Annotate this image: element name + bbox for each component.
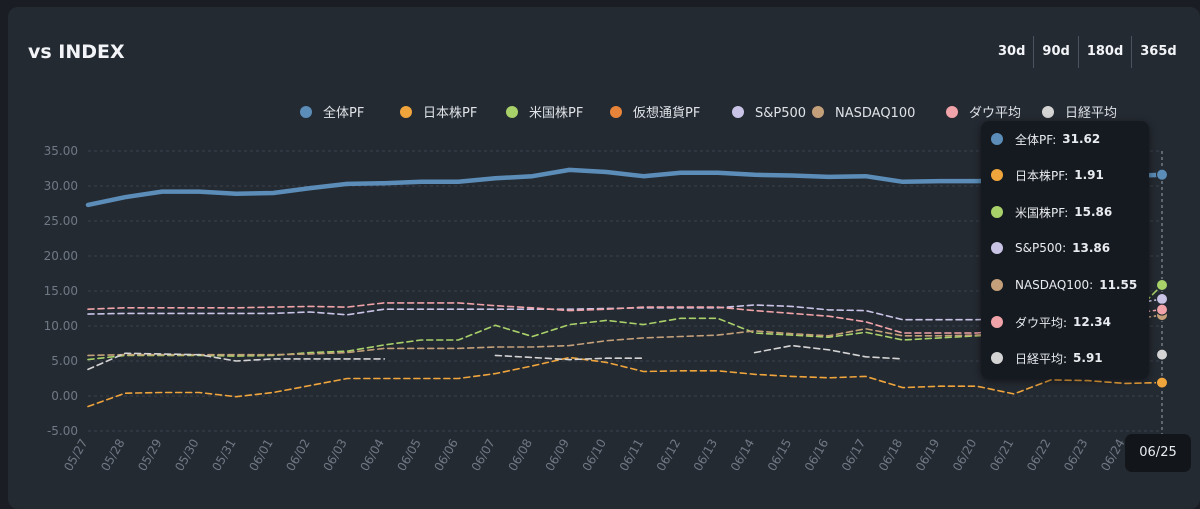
- legend-label: 全体PF: [323, 105, 364, 121]
- x-tick-label: 06/11: [617, 437, 646, 474]
- x-tick-label: 06/08: [506, 437, 535, 474]
- chart-title: vs INDEX: [28, 41, 125, 63]
- legend-marker: [400, 106, 412, 118]
- y-tick-label: 0.00: [51, 389, 78, 403]
- x-tick-label: 05/29: [135, 437, 164, 474]
- legend-marker: [732, 106, 744, 118]
- range-90d-button[interactable]: 90d: [1033, 36, 1077, 68]
- tooltip-label: ダウ平均:: [1015, 315, 1068, 330]
- y-tick-label: 10.00: [44, 319, 78, 333]
- x-tick-label: 06/19: [913, 437, 942, 474]
- legend-label: 日本株PF: [423, 106, 477, 121]
- point-marker: [1156, 376, 1168, 389]
- tooltip-value: 15.86: [1074, 205, 1113, 219]
- tooltip-marker: [991, 279, 1003, 291]
- x-tick-label: 06/02: [283, 437, 312, 474]
- x-tick-label: 06/16: [802, 437, 831, 474]
- legend-label: 米国株PF: [529, 106, 583, 121]
- x-tick-label: 06/09: [543, 437, 572, 474]
- tooltip-row-nikkei: 日経平均: 5.91: [991, 349, 1103, 367]
- tooltip-row-us: 米国株PF: 15.86: [991, 203, 1112, 221]
- x-tick-label: 06/07: [469, 436, 498, 473]
- tooltip-value: 31.62: [1062, 132, 1101, 146]
- point-marker: [1156, 168, 1168, 181]
- x-tick-label: 06/22: [1024, 437, 1053, 474]
- point-marker: [1156, 348, 1168, 361]
- tooltip-label: NASDAQ100:: [1015, 278, 1094, 292]
- legend-marker: [946, 106, 958, 118]
- x-tick-label: 06/10: [580, 437, 609, 474]
- x-tick-label: 06/12: [654, 437, 683, 474]
- point-marker: [1156, 292, 1168, 305]
- x-tick-label: 06/18: [876, 437, 905, 474]
- y-tick-label: 30.00: [44, 179, 78, 193]
- y-tick-label: -5.00: [47, 424, 78, 438]
- y-tick-label: 5.00: [51, 354, 78, 368]
- tooltip-marker: [991, 352, 1003, 364]
- x-tick-label: 06/05: [394, 437, 423, 474]
- legend-label: ダウ平均: [969, 106, 1021, 121]
- tooltip-row-japan: 日本株PF: 1.91: [991, 166, 1104, 184]
- x-tick-label: 05/31: [209, 437, 238, 474]
- y-tick-label: 25.00: [44, 214, 78, 228]
- tooltip-marker: [991, 316, 1003, 328]
- x-tick-label: 06/17: [839, 437, 868, 474]
- x-tick-label: 05/28: [98, 437, 127, 474]
- x-tick-label: 06/24: [1098, 437, 1127, 474]
- x-tick-label: 06/01: [246, 437, 275, 474]
- x-tick-label: 06/15: [765, 437, 794, 474]
- x-tick-label: 06/13: [691, 437, 720, 474]
- tooltip-value: 5.91: [1073, 351, 1103, 365]
- tooltip-row-nasdaq: NASDAQ100: 11.55: [991, 276, 1137, 294]
- tooltip-marker: [991, 206, 1003, 218]
- series-line: [87, 356, 1163, 408]
- tooltip-label: S&P500:: [1015, 241, 1067, 255]
- tooltip-row-total: 全体PF: 31.62: [991, 130, 1100, 148]
- legend-marker: [812, 106, 824, 118]
- legend-marker: [1042, 106, 1054, 118]
- crosshair-date-badge: 06/25: [1125, 434, 1191, 472]
- tooltip-label: 全体PF:: [1015, 132, 1057, 147]
- range-30d-button[interactable]: 30d: [998, 44, 1026, 59]
- x-tick-label: 06/14: [728, 437, 757, 474]
- tooltip-value: 13.86: [1072, 241, 1111, 255]
- tooltip-row-dow: ダウ平均: 12.34: [991, 313, 1111, 331]
- tooltip-row-sp500: S&P500: 13.86: [991, 239, 1110, 257]
- tooltip-label: 米国株PF:: [1015, 205, 1069, 220]
- legend-label: 日経平均: [1065, 106, 1117, 121]
- range-180d-button[interactable]: 180d: [1077, 36, 1131, 68]
- x-tick-label: 05/27: [61, 437, 90, 474]
- x-tick-label: 06/03: [320, 437, 349, 474]
- range-365d-button[interactable]: 365d: [1131, 36, 1184, 68]
- x-tick-label: 05/30: [172, 437, 201, 474]
- tooltip-value: 11.55: [1099, 278, 1138, 292]
- tooltip-marker: [991, 169, 1003, 181]
- x-tick-label: 06/04: [357, 437, 386, 474]
- tooltip-value: 12.34: [1073, 315, 1112, 329]
- legend-marker: [300, 106, 312, 118]
- legend-label: S&P500: [755, 106, 806, 121]
- tooltip-label: 日本株PF:: [1015, 168, 1069, 183]
- tooltip-marker: [991, 133, 1003, 145]
- y-tick-label: 15.00: [44, 284, 78, 298]
- series-line: [87, 284, 1163, 361]
- legend-label: NASDAQ100: [835, 106, 915, 121]
- tooltip-marker: [991, 242, 1003, 254]
- legend-label: 仮想通貨PF: [633, 105, 700, 121]
- tooltip-value: 1.91: [1074, 168, 1104, 182]
- tooltip-label: 日経平均:: [1015, 351, 1068, 366]
- legend-marker: [506, 106, 518, 118]
- point-marker: [1156, 278, 1168, 291]
- point-marker: [1156, 303, 1168, 316]
- legend-marker: [610, 106, 622, 118]
- x-tick-label: 06/20: [950, 437, 979, 474]
- x-tick-label: 06/21: [987, 437, 1016, 474]
- x-tick-label: 06/23: [1061, 437, 1090, 474]
- y-tick-label: 35.00: [44, 144, 78, 158]
- tooltip: 全体PF: 31.62 日本株PF: 1.91 米国株PF: 15.86 S&P500…: [981, 121, 1149, 379]
- y-tick-label: 20.00: [44, 249, 78, 263]
- x-tick-label: 06/06: [432, 437, 461, 474]
- range-selector: 30d 90d 180d 365d: [990, 36, 1185, 68]
